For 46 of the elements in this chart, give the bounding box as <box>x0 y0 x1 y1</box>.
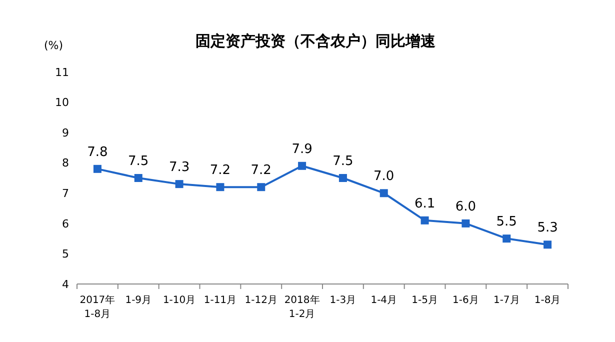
chart-title: 固定资产投资（不含农户）同比增速 <box>196 32 436 50</box>
y-tick-label: 9 <box>62 126 69 140</box>
x-tick-label: 1-12月 <box>244 295 278 306</box>
data-label: 7.5 <box>128 154 149 169</box>
data-label: 5.3 <box>537 220 558 236</box>
point <box>134 174 142 182</box>
x-tick-label: 1-7月 <box>493 295 520 306</box>
data-label: 5.5 <box>496 214 517 230</box>
x-tick-label: 1-10月 <box>162 295 196 306</box>
point <box>175 180 184 188</box>
y-tick-label: 5 <box>62 248 69 261</box>
point <box>420 216 429 224</box>
x-tick-label: 1-6月 <box>452 295 479 306</box>
point <box>216 183 224 192</box>
data-label: 7.2 <box>250 163 272 178</box>
data-label: 7.3 <box>168 160 190 176</box>
x-tick-label: 2017年 1-8月 <box>80 294 116 320</box>
point <box>338 174 347 182</box>
point <box>93 164 102 173</box>
x-tick-label: 2018年 1-2月 <box>284 294 320 320</box>
y-tick-label: 11 <box>55 66 69 79</box>
point <box>298 162 306 170</box>
point <box>257 183 266 192</box>
point <box>544 240 552 249</box>
y-tick-label: 10 <box>55 96 69 110</box>
data-label: 7.8 <box>87 144 108 160</box>
point <box>462 219 470 228</box>
x-tick-label: 1-5月 <box>412 295 438 306</box>
data-label: 6.0 <box>455 199 476 214</box>
data-label: 7.5 <box>332 154 354 169</box>
x-tick-label: 1-4月 <box>370 295 398 306</box>
x-tick-label: 1-11月 <box>204 295 237 306</box>
data-label: 7.2 <box>210 163 231 178</box>
x-tick-label: 1-9月 <box>125 295 152 306</box>
point <box>380 189 388 198</box>
x-tick-label: 1-3月 <box>330 295 356 306</box>
data-label: 7.9 <box>292 142 312 157</box>
x-tick-label: 1-8月 <box>534 295 561 306</box>
y-tick-label: 6 <box>62 217 69 230</box>
data-label: 6.1 <box>414 196 436 212</box>
y-tick-label: 8 <box>62 156 69 170</box>
y-tick-label: 7 <box>62 186 69 200</box>
data-label: 7.0 <box>374 169 394 184</box>
y-tick-label: 4 <box>62 278 69 291</box>
y-axis-title: (%) <box>44 39 64 52</box>
point <box>502 234 511 243</box>
